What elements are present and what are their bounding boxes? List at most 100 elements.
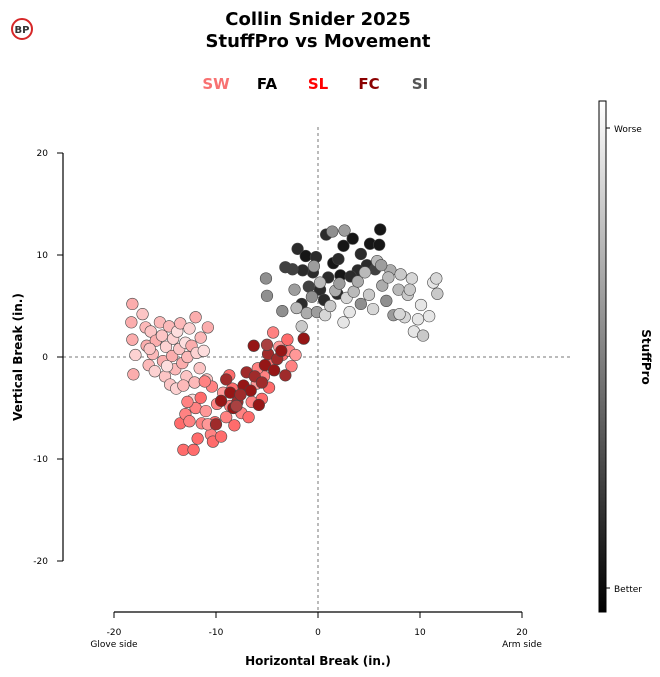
colorbar-better-label: Better bbox=[614, 585, 642, 595]
point-sl bbox=[289, 348, 302, 362]
point-sw bbox=[159, 340, 173, 353]
point-si bbox=[351, 275, 364, 288]
point-fc bbox=[297, 332, 310, 345]
logo-ring bbox=[11, 18, 33, 40]
legend-item-sl: SL bbox=[308, 75, 329, 93]
point-si bbox=[366, 302, 380, 316]
legend-item-fc: FC bbox=[358, 75, 379, 93]
colorbar-gradient bbox=[598, 100, 607, 613]
point-sw bbox=[188, 376, 201, 389]
point-sl bbox=[267, 326, 280, 339]
point-si bbox=[305, 290, 318, 303]
glove-side-label: Glove side bbox=[90, 640, 138, 650]
logo-text: BP bbox=[15, 25, 30, 36]
point-si bbox=[324, 299, 337, 313]
legend-item-sw: SW bbox=[202, 75, 230, 93]
point-si bbox=[380, 294, 393, 308]
point-sl bbox=[198, 375, 211, 388]
point-si bbox=[376, 279, 389, 292]
arm-side-label: Arm side bbox=[502, 640, 542, 650]
chart-title-line1: Collin Snider 2025 bbox=[225, 9, 410, 30]
point-sl bbox=[199, 404, 212, 418]
point-sl bbox=[242, 411, 255, 424]
point-si bbox=[338, 224, 351, 237]
point-fc bbox=[279, 369, 292, 382]
point-sl bbox=[191, 432, 204, 445]
point-sw bbox=[194, 331, 207, 344]
point-si bbox=[337, 316, 350, 329]
point-sw bbox=[174, 317, 187, 330]
point-fc bbox=[215, 394, 228, 407]
point-si bbox=[259, 272, 273, 285]
stuffpro-colorbar: Worse Better StuffPro bbox=[598, 100, 653, 613]
point-si bbox=[354, 297, 367, 311]
point-sw bbox=[143, 342, 156, 355]
point-fc bbox=[230, 399, 243, 413]
point-sw bbox=[144, 325, 157, 338]
point-si bbox=[326, 225, 339, 238]
point-sw bbox=[193, 362, 206, 375]
point-sw bbox=[126, 333, 139, 346]
point-si bbox=[333, 277, 346, 290]
point-si bbox=[313, 276, 327, 289]
point-fc bbox=[258, 359, 272, 372]
point-si bbox=[362, 288, 376, 301]
point-sl bbox=[215, 430, 228, 443]
y-tick-label: 10 bbox=[37, 251, 49, 261]
point-si bbox=[300, 307, 313, 320]
scatter-points bbox=[125, 223, 444, 456]
point-sl bbox=[187, 443, 200, 456]
point-sw bbox=[177, 379, 190, 392]
point-si bbox=[411, 313, 425, 326]
point-si bbox=[394, 268, 407, 281]
point-sw bbox=[197, 344, 210, 357]
point-si bbox=[405, 272, 418, 285]
point-sl bbox=[181, 395, 194, 408]
x-tick-label: 10 bbox=[414, 628, 426, 638]
point-fa bbox=[299, 249, 312, 263]
point-fc bbox=[252, 398, 265, 412]
legend-item-si: SI bbox=[412, 75, 428, 93]
point-si bbox=[319, 309, 332, 322]
point-fc bbox=[255, 376, 269, 389]
legend-item-fa: FA bbox=[257, 75, 278, 93]
point-fc bbox=[247, 339, 260, 352]
bp-logo: BP bbox=[11, 18, 33, 40]
x-axis-label: Horizontal Break (in.) bbox=[245, 654, 391, 668]
x-tick-label: 20 bbox=[516, 628, 528, 638]
point-fa bbox=[279, 261, 292, 274]
point-si bbox=[382, 271, 395, 284]
point-si bbox=[430, 272, 443, 285]
point-sl bbox=[281, 333, 294, 346]
colorbar-worse-label: Worse bbox=[614, 125, 642, 135]
chart-title-line2: StuffPro vs Movement bbox=[206, 31, 431, 52]
point-fa bbox=[302, 280, 315, 293]
colorbar-title: StuffPro bbox=[639, 329, 653, 385]
y-tick-label: -20 bbox=[33, 557, 48, 567]
point-fa bbox=[354, 247, 367, 261]
point-si bbox=[375, 259, 388, 272]
point-sw bbox=[155, 329, 169, 342]
point-sw bbox=[201, 321, 214, 334]
point-fc bbox=[209, 418, 223, 431]
y-axis-label: Vertical Break (in.) bbox=[11, 293, 25, 421]
point-sw bbox=[183, 322, 196, 335]
point-fc bbox=[220, 373, 233, 386]
point-fa bbox=[337, 239, 350, 252]
x-tick-label: -10 bbox=[209, 628, 224, 638]
y-tick-label: 0 bbox=[42, 353, 48, 363]
point-si bbox=[431, 287, 444, 300]
point-si bbox=[414, 298, 428, 312]
point-fa bbox=[291, 242, 304, 255]
point-sw bbox=[189, 311, 202, 324]
point-si bbox=[423, 310, 436, 323]
x-axis: -20 -10 0 10 20 Glove side Arm side Horizont… bbox=[90, 611, 542, 668]
point-fc bbox=[244, 384, 257, 397]
legend: SW FA SL FC SI bbox=[202, 75, 428, 93]
x-tick-label: 0 bbox=[315, 628, 321, 638]
point-si bbox=[403, 283, 416, 296]
point-fa bbox=[373, 238, 386, 251]
point-fa bbox=[296, 264, 309, 277]
point-sw bbox=[148, 365, 161, 378]
point-si bbox=[343, 306, 356, 319]
